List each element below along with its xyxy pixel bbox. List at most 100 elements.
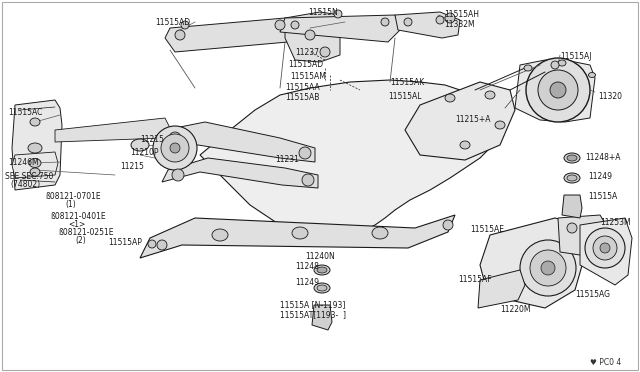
Text: ♥ PC0 4: ♥ PC0 4 — [590, 358, 621, 367]
Text: ß08121-0701E: ß08121-0701E — [45, 192, 100, 201]
Circle shape — [595, 230, 605, 240]
Circle shape — [320, 47, 330, 57]
Text: (2): (2) — [75, 236, 86, 245]
Text: 11515AP: 11515AP — [108, 238, 142, 247]
Circle shape — [538, 70, 578, 110]
Text: 11515N: 11515N — [308, 8, 338, 17]
Circle shape — [526, 58, 590, 122]
Polygon shape — [285, 12, 340, 62]
Polygon shape — [162, 158, 318, 188]
Text: ß08121-0251E: ß08121-0251E — [58, 228, 113, 237]
Polygon shape — [480, 218, 585, 308]
Ellipse shape — [314, 265, 330, 275]
Ellipse shape — [564, 173, 580, 183]
Text: 11515AT[1193-  ]: 11515AT[1193- ] — [280, 310, 346, 319]
Polygon shape — [12, 152, 58, 178]
Circle shape — [436, 16, 444, 24]
Circle shape — [291, 21, 299, 29]
Ellipse shape — [317, 267, 327, 273]
Circle shape — [181, 21, 189, 29]
Circle shape — [550, 82, 566, 98]
Text: 11515AA: 11515AA — [285, 83, 320, 92]
Text: 11248: 11248 — [295, 262, 319, 271]
Polygon shape — [515, 60, 595, 122]
Text: 11210P: 11210P — [130, 148, 159, 157]
Ellipse shape — [28, 143, 42, 153]
Polygon shape — [395, 12, 460, 38]
Circle shape — [157, 240, 167, 250]
Text: (1): (1) — [65, 200, 76, 209]
Text: 11220M: 11220M — [500, 305, 531, 314]
Ellipse shape — [558, 60, 566, 66]
Text: 11515AD: 11515AD — [155, 18, 190, 27]
Text: 11515AL: 11515AL — [388, 92, 422, 101]
Circle shape — [404, 18, 412, 26]
Polygon shape — [312, 305, 332, 330]
Circle shape — [593, 236, 617, 260]
Polygon shape — [478, 270, 525, 308]
Ellipse shape — [567, 155, 577, 161]
Text: 11515AB: 11515AB — [285, 93, 319, 102]
Circle shape — [302, 174, 314, 186]
Text: 11515A [N-1193]: 11515A [N-1193] — [280, 300, 346, 309]
Ellipse shape — [567, 175, 577, 181]
Text: 11515AH: 11515AH — [444, 10, 479, 19]
Text: 11240N: 11240N — [305, 252, 335, 261]
Circle shape — [172, 169, 184, 181]
Ellipse shape — [460, 141, 470, 149]
Polygon shape — [158, 122, 315, 162]
Ellipse shape — [29, 158, 41, 167]
Text: <1>: <1> — [68, 220, 85, 229]
Text: SEE SEC.750: SEE SEC.750 — [5, 172, 53, 181]
Circle shape — [600, 243, 610, 253]
Circle shape — [334, 10, 342, 18]
Text: 11215: 11215 — [120, 162, 144, 171]
Polygon shape — [280, 15, 400, 42]
Polygon shape — [580, 218, 632, 285]
Text: 11231: 11231 — [275, 155, 299, 164]
Text: 11515AE: 11515AE — [470, 225, 504, 234]
Text: 11515AK: 11515AK — [390, 78, 424, 87]
Text: 11515AC: 11515AC — [8, 108, 42, 117]
Ellipse shape — [524, 65, 532, 71]
Text: ß08121-0401E: ß08121-0401E — [50, 212, 106, 221]
Text: 11332M: 11332M — [444, 20, 475, 29]
Text: 11253M: 11253M — [600, 218, 630, 227]
Ellipse shape — [445, 94, 455, 102]
Circle shape — [170, 143, 180, 153]
Text: 11515AD: 11515AD — [288, 60, 323, 69]
Text: 11320: 11320 — [598, 92, 622, 101]
Ellipse shape — [564, 153, 580, 163]
Text: 11515AG: 11515AG — [575, 290, 610, 299]
Ellipse shape — [292, 227, 308, 239]
Circle shape — [443, 220, 453, 230]
Circle shape — [153, 126, 197, 170]
Polygon shape — [562, 195, 582, 218]
Polygon shape — [12, 100, 62, 190]
Text: 11515AM: 11515AM — [290, 72, 326, 81]
Circle shape — [148, 240, 156, 248]
Polygon shape — [165, 18, 295, 52]
Circle shape — [305, 30, 315, 40]
Circle shape — [567, 223, 577, 233]
Circle shape — [585, 228, 625, 268]
Text: 11515AF: 11515AF — [458, 275, 492, 284]
Circle shape — [381, 18, 389, 26]
Text: 11237: 11237 — [295, 48, 319, 57]
Text: 11249: 11249 — [588, 172, 612, 181]
Circle shape — [175, 30, 185, 40]
Polygon shape — [55, 118, 170, 142]
Circle shape — [169, 132, 181, 144]
Ellipse shape — [30, 118, 40, 126]
Circle shape — [530, 250, 566, 286]
Ellipse shape — [485, 91, 495, 99]
Text: 11515A: 11515A — [588, 192, 617, 201]
Text: 11515AJ: 11515AJ — [560, 52, 591, 61]
Circle shape — [275, 20, 285, 30]
Polygon shape — [405, 82, 515, 160]
Text: 11215+A: 11215+A — [455, 115, 490, 124]
Text: (74802): (74802) — [10, 180, 40, 189]
Ellipse shape — [30, 168, 40, 176]
Ellipse shape — [314, 283, 330, 293]
Ellipse shape — [372, 227, 388, 239]
